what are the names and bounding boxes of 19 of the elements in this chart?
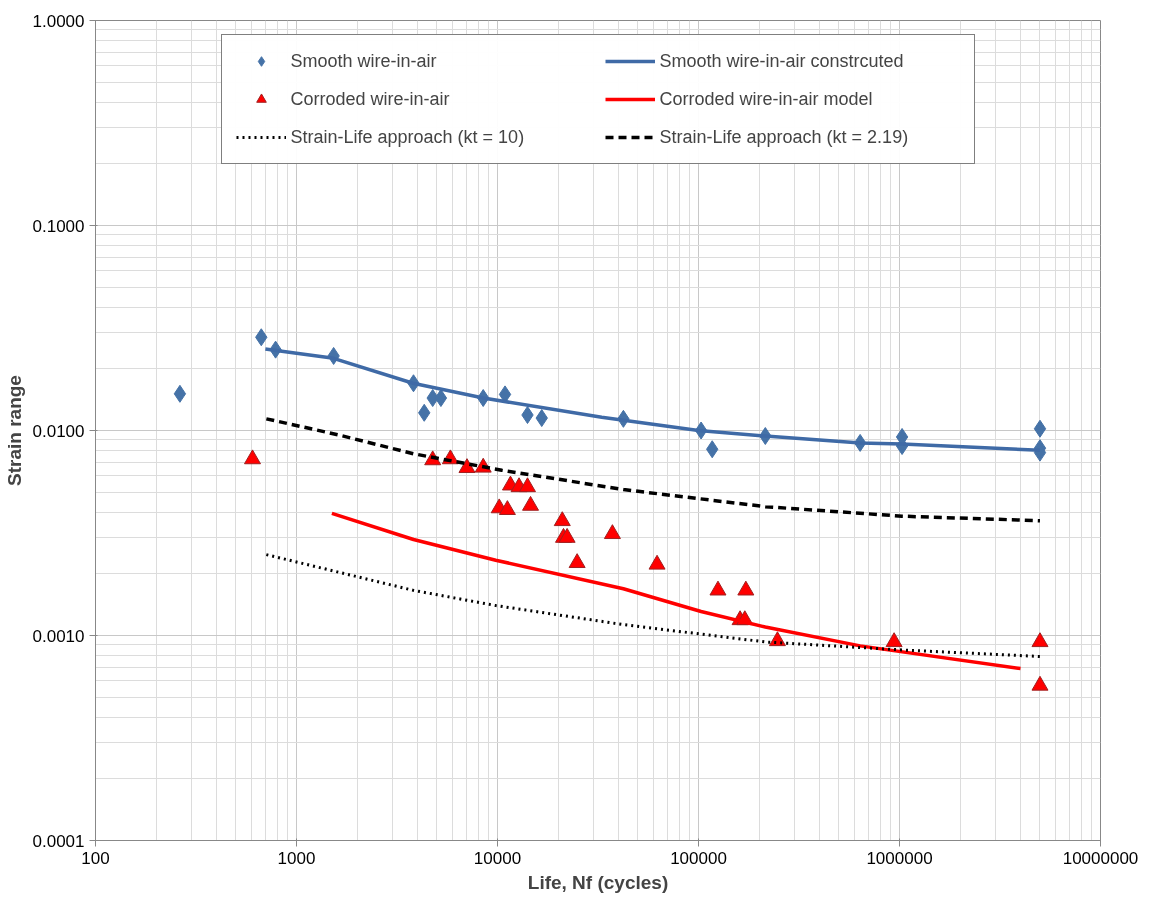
- x-axis-title: Life, Nf (cycles): [527, 871, 669, 893]
- y-tick-label: 0.0010: [32, 626, 85, 646]
- y-axis-title: Strain range: [3, 375, 25, 486]
- x-tick-label: 10000: [473, 848, 522, 868]
- x-tick-label: 100: [81, 848, 110, 868]
- legend-label: Strain-Life approach (kt = 10): [290, 126, 526, 148]
- y-tick-label: 0.0001: [32, 831, 85, 851]
- y-tick-label: 0.0100: [32, 421, 85, 441]
- x-tick-label: 1000: [277, 848, 316, 868]
- legend-label: Smooth wire-in-air: [290, 50, 438, 72]
- legend-label: Corroded wire-in-air model: [659, 88, 874, 110]
- legend-label: Strain-Life approach (kt = 2.19): [659, 126, 910, 148]
- legend-label: Smooth wire-in-air constrcuted: [659, 50, 905, 72]
- x-tick-label: 10000000: [1062, 848, 1139, 868]
- x-tick-label: 1000000: [866, 848, 933, 868]
- y-tick-label: 0.1000: [32, 216, 85, 236]
- x-tick-label: 100000: [670, 848, 727, 868]
- legend-label: Corroded wire-in-air: [290, 88, 451, 110]
- y-tick-label: 1.0000: [32, 11, 85, 31]
